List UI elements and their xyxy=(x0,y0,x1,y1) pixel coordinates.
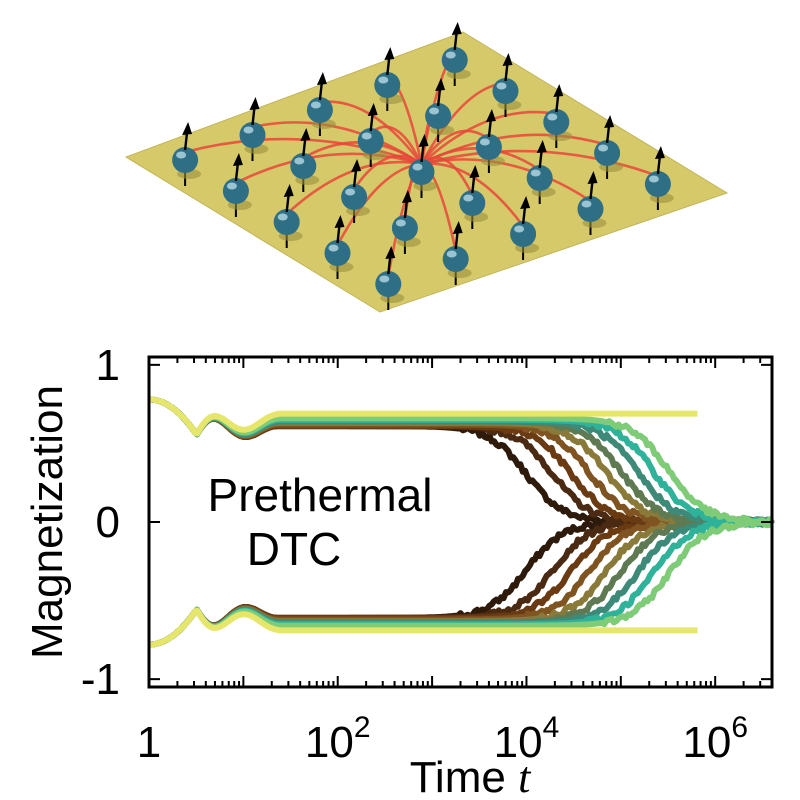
x-axis-label-text: Time xyxy=(410,753,518,800)
spin xyxy=(577,171,607,235)
coupling-line xyxy=(353,154,423,190)
spin xyxy=(644,146,674,210)
spin xyxy=(425,78,455,142)
spin xyxy=(475,109,505,173)
spin xyxy=(442,221,472,285)
spin xyxy=(375,246,405,310)
series-lines xyxy=(148,396,775,648)
spin xyxy=(594,115,624,179)
spin xyxy=(222,153,252,217)
spin-array xyxy=(172,22,674,310)
x-tick-label: 102 xyxy=(305,711,371,767)
x-tick-label: 106 xyxy=(682,711,748,767)
spin xyxy=(239,97,269,161)
x-tick-label: 104 xyxy=(494,711,560,767)
y-tick-label: 1 xyxy=(96,341,120,390)
spin-lattice-illustration xyxy=(124,22,729,313)
axis-ticks xyxy=(148,357,773,687)
spin xyxy=(408,134,438,198)
series-line xyxy=(148,607,699,648)
spin xyxy=(306,72,336,136)
annotation-dtc: DTC xyxy=(247,523,342,575)
x-axis-label-var: t xyxy=(518,753,532,800)
spin xyxy=(543,84,573,148)
coupling-line xyxy=(235,152,422,185)
x-tick-label: 1 xyxy=(137,718,161,767)
annotation-prethermal: Prethermal xyxy=(208,469,433,521)
spin xyxy=(374,47,404,111)
spin xyxy=(357,103,387,167)
series-line xyxy=(148,396,699,437)
x-axis-label: Time t xyxy=(410,753,532,800)
spin xyxy=(510,196,540,260)
y-axis-label: Magnetization xyxy=(23,385,72,659)
magnetization-chart: 1 0 -1 1 102 104 106 Prethermal DTC Magnetizat… xyxy=(23,341,775,800)
spin xyxy=(172,122,202,186)
spin xyxy=(273,184,303,248)
spin xyxy=(441,22,471,86)
spin xyxy=(526,140,556,204)
coupling-line xyxy=(421,158,592,203)
tick-labels: 1 0 -1 1 102 104 106 xyxy=(81,341,748,767)
spin xyxy=(492,53,522,117)
spin xyxy=(459,165,489,229)
coupling-line xyxy=(420,133,608,166)
y-tick-label: -1 xyxy=(81,655,120,704)
spin xyxy=(341,159,371,223)
coupling-line xyxy=(420,129,490,165)
spin xyxy=(391,190,421,254)
y-tick-label: 0 xyxy=(96,498,120,547)
spin xyxy=(290,128,320,192)
spin xyxy=(324,215,354,279)
